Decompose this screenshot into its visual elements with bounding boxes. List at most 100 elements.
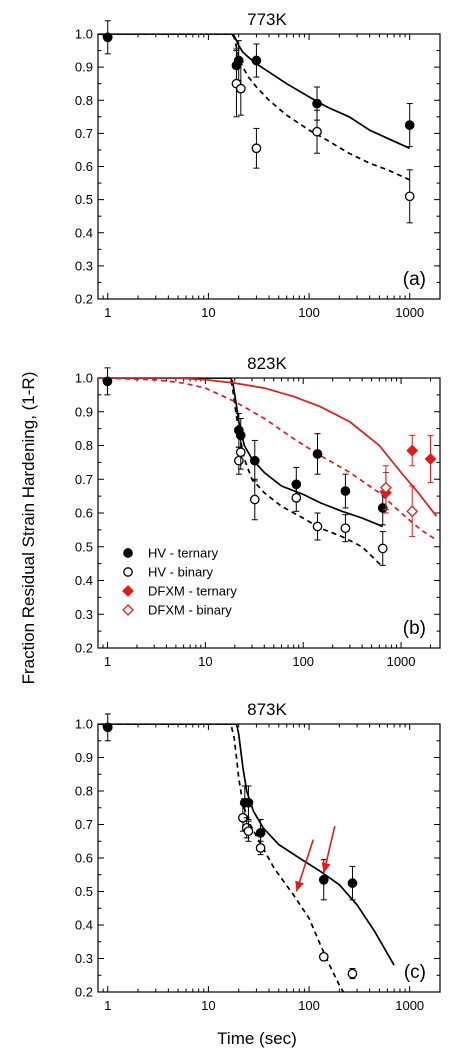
x-tick-label: 10 [201, 998, 215, 1013]
annotation-arrow [321, 825, 336, 874]
y-tick-label: 0.2 [75, 292, 93, 307]
legend-label: DFXM - ternary [148, 584, 237, 599]
data-points [102, 713, 358, 980]
panel-title: 823K [247, 354, 287, 373]
point-hv-ternary [255, 828, 266, 838]
point-hv-binary [291, 492, 302, 503]
x-tick-label: 1 [104, 305, 111, 320]
y-tick-label: 1.0 [75, 371, 93, 386]
y-tick-label: 0.4 [75, 573, 93, 588]
y-axis-label: Fraction Residual Strain Hardening, (1-R… [19, 372, 38, 685]
annotation-arrow [295, 839, 314, 892]
point-hv-ternary [404, 120, 415, 130]
y-tick-label: 0.5 [75, 192, 93, 207]
point-hv-ternary [312, 449, 323, 459]
point-hv-ternary [318, 874, 329, 885]
x-tick-label: 1000 [395, 998, 424, 1013]
y-tick-label: 0.6 [75, 506, 93, 521]
legend-marker-hv-ternary [123, 548, 133, 558]
panel-2: 823K 1 10 100 1000 0.2 0.3 0.4 0.5 0.6 0.7 0.8 0.9 1.… [75, 354, 441, 669]
legend-label: HV - ternary [148, 546, 219, 561]
legend-label: HV - binary [148, 565, 214, 580]
y-tick-label: 0.7 [75, 472, 93, 487]
point-hv-binary [340, 523, 351, 534]
point-hv-binary [255, 843, 266, 853]
point-hv-ternary [233, 55, 244, 66]
panel-label: (b) [403, 618, 426, 639]
y-tick-label: 0.3 [75, 951, 93, 966]
y-tick-label: 0.8 [75, 93, 93, 108]
data-points [102, 20, 415, 224]
y-tick-label: 0.3 [75, 607, 93, 622]
arrow-head [321, 862, 331, 874]
y-tick-label: 1.0 [75, 717, 93, 732]
point-hv-ternary [102, 376, 113, 387]
y-tick-label: 0.4 [75, 225, 93, 240]
y-tick-label: 0.2 [75, 985, 93, 1000]
arrow-head [295, 880, 304, 892]
point-hv-ternary [102, 722, 113, 733]
point-dfxm-ternary [406, 444, 419, 457]
panel-label: (a) [403, 269, 426, 290]
point-hv-binary [404, 191, 415, 202]
y-tick-label: 0.2 [75, 641, 93, 656]
x-tick-label: 1000 [387, 654, 416, 669]
plot-frame [97, 33, 441, 300]
point-hv-binary [249, 494, 260, 505]
x-tick-label: 1000 [395, 305, 424, 320]
point-hv-binary [251, 143, 262, 154]
y-tick-label: 0.4 [75, 918, 93, 933]
fit-curve-hv-ternary-fit [98, 724, 395, 966]
x-tick-label: 100 [298, 998, 320, 1013]
x-tick-label: 100 [298, 305, 320, 320]
point-hv-ternary [249, 455, 260, 466]
point-hv-binary [234, 455, 244, 466]
point-dfxm-binary [379, 481, 392, 494]
legend-label: DFXM - binary [148, 603, 232, 618]
data-points [102, 367, 437, 566]
point-dfxm-ternary [424, 453, 437, 465]
point-hv-binary [312, 521, 323, 532]
x-tick-label: 100 [292, 654, 314, 669]
point-hv-ternary [102, 32, 113, 43]
legend-marker-dfxm-ternary [122, 585, 134, 597]
fit-curve-dfxm-binary-fit [98, 378, 437, 541]
y-tick-label: 0.6 [75, 851, 93, 866]
x-tick-label: 1 [104, 654, 111, 669]
point-hv-binary [235, 83, 246, 94]
point-hv-binary [243, 826, 254, 837]
x-tick-label: 1 [104, 998, 111, 1013]
panel-1: 773K 1 10 100 1000 0.2 0.3 0.4 0.5 0.6 0.7 0.8 0.9 1.… [75, 10, 441, 320]
legend-marker-hv-binary [123, 567, 133, 577]
y-tick-label: 0.7 [75, 817, 93, 832]
point-hv-ternary [340, 486, 351, 496]
panel-label: (c) [404, 962, 426, 983]
point-hv-ternary [312, 98, 322, 109]
y-tick-label: 0.5 [75, 884, 93, 899]
point-hv-ternary [251, 55, 262, 66]
y-tick-label: 0.9 [75, 60, 93, 75]
fit-curve-hv-binary-fit [98, 34, 411, 181]
legend: HV - ternary HV - binary DFXM - ternary DFX… [122, 546, 237, 618]
x-tick-label: 10 [201, 305, 215, 320]
fit-curve-hv-binary-fit [98, 724, 345, 992]
point-hv-binary [347, 968, 358, 979]
fit-curve-hv-binary-fit [98, 378, 384, 568]
point-hv-binary [377, 543, 388, 554]
point-dfxm-binary [406, 505, 419, 518]
y-tick-label: 0.8 [75, 784, 93, 799]
y-tick-label: 0.8 [75, 438, 93, 453]
panels: 773K 1 10 100 1000 0.2 0.3 0.4 0.5 0.6 0.7 0.8 0.9 1.… [75, 10, 441, 1013]
fit-curve-dfxm-ternary-fit [98, 378, 438, 517]
point-hv-ternary [243, 797, 254, 808]
panel-3: 873K 1 10 100 1000 0.2 0.3 0.4 0.5 0.6 0.7 0.8 0.9 1.… [75, 700, 441, 1013]
y-tick-label: 0.5 [75, 539, 93, 554]
x-axis-label: Time (sec) [217, 1029, 297, 1048]
legend-marker-dfxm-binary [122, 604, 134, 616]
y-tick-label: 0.9 [75, 750, 93, 765]
x-tick-label: 10 [198, 654, 212, 669]
y-tick-label: 0.9 [75, 404, 93, 419]
curves [98, 34, 411, 181]
y-tick-label: 0.6 [75, 159, 93, 174]
curves [98, 724, 395, 992]
